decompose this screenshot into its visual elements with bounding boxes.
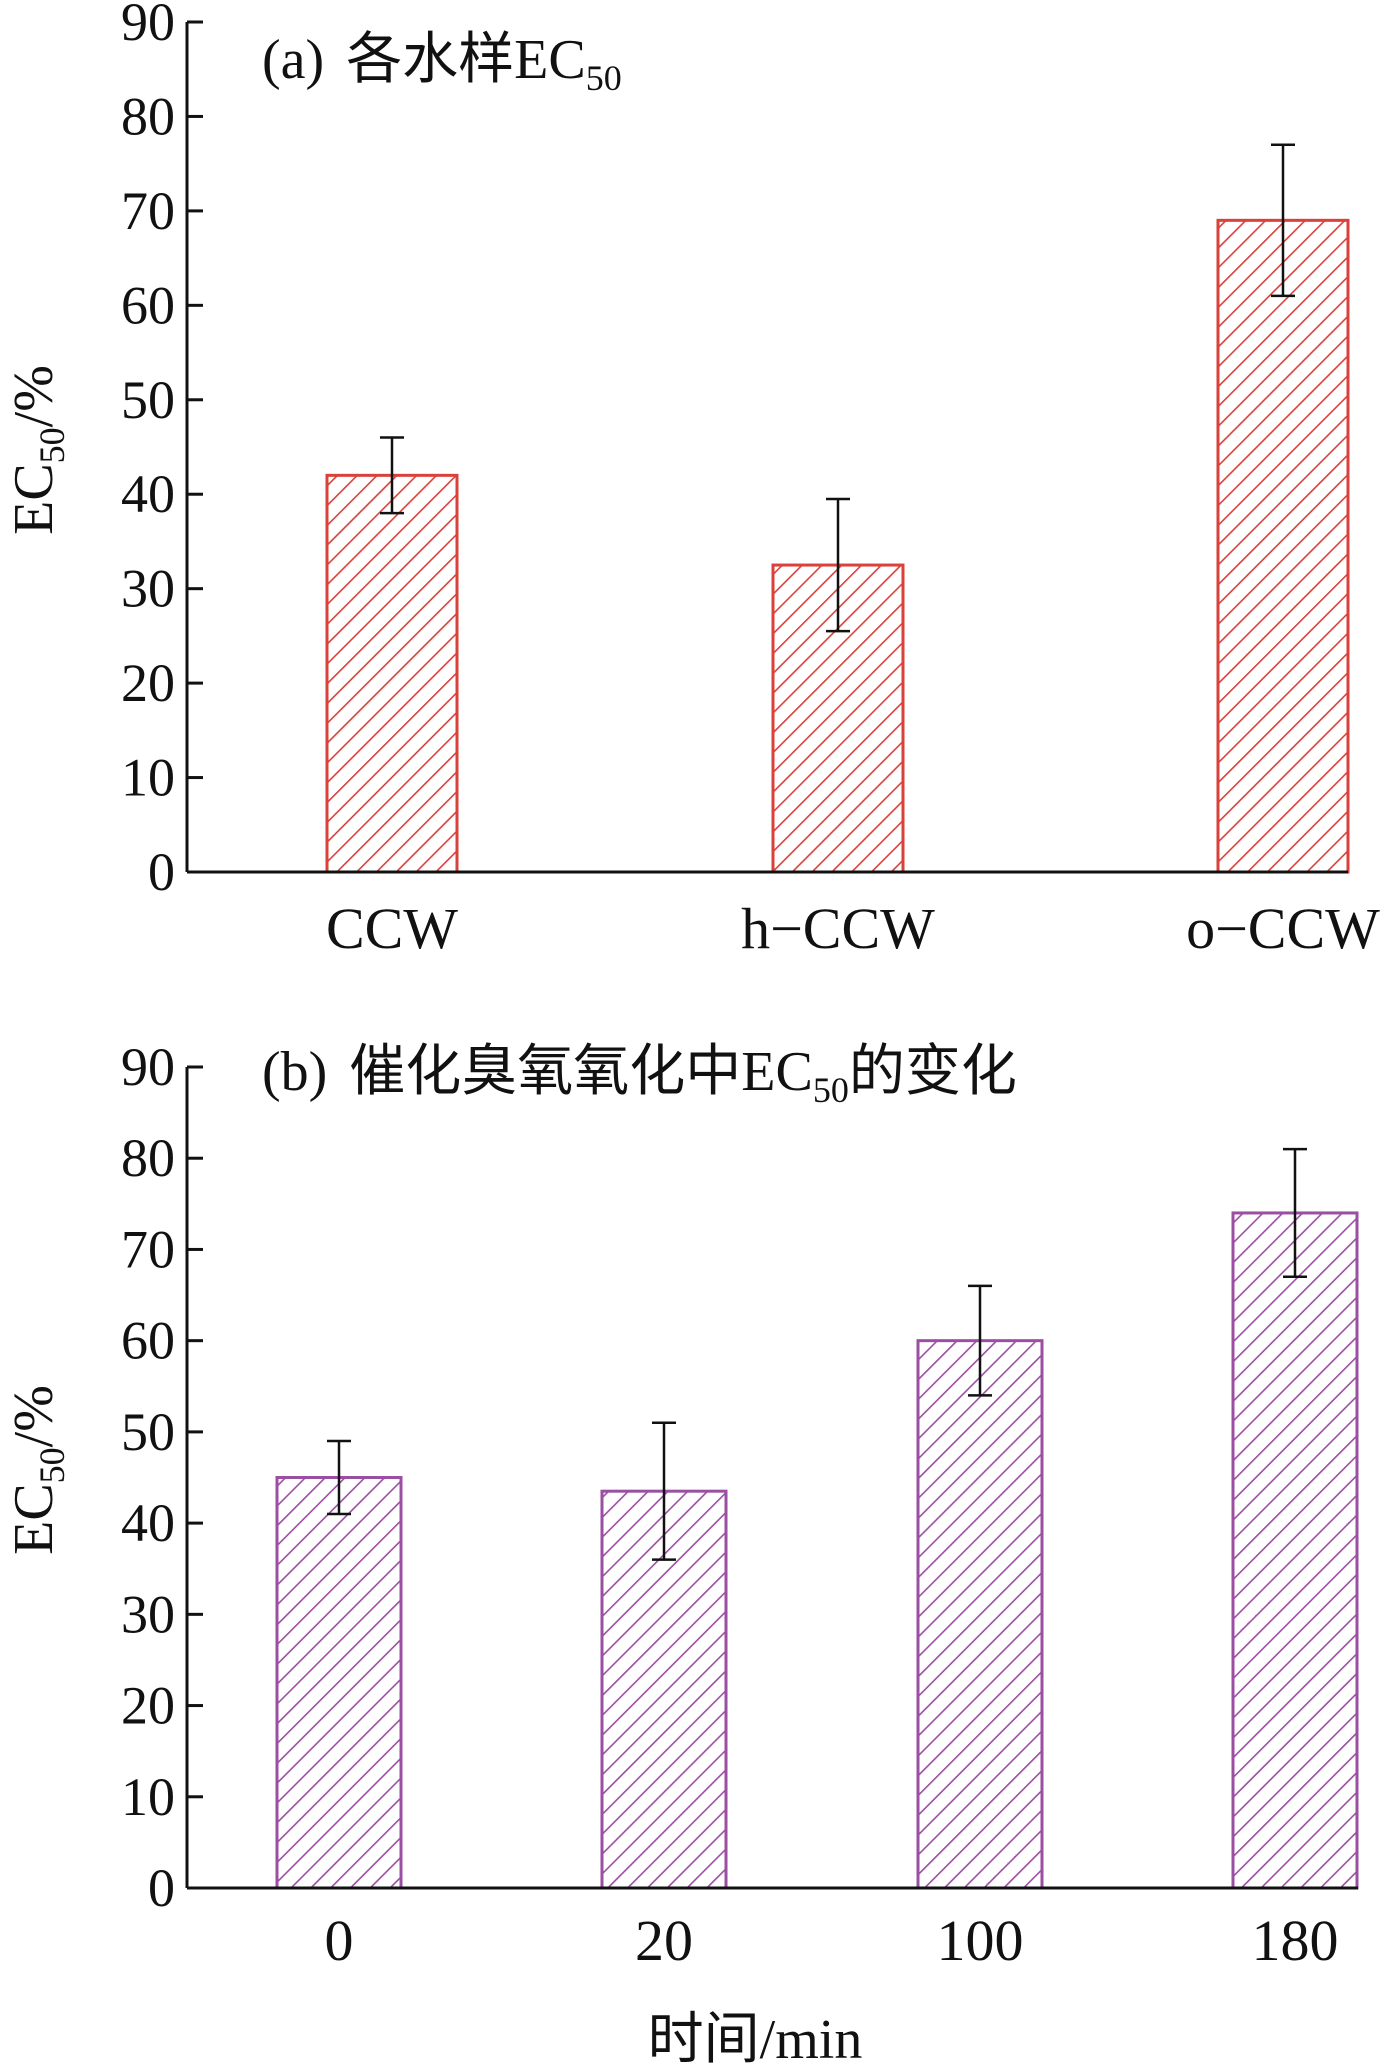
y-tick-label-b-60: 60 <box>121 1311 175 1371</box>
x-tick-label-a-2: o−CCW <box>1186 896 1380 961</box>
error-bar-b-1 <box>652 1421 676 1561</box>
y-tick-label-b-10: 10 <box>121 1767 175 1827</box>
plot-area-a: CCW h−CCW o−CCW 0 10 20 30 40 50 60 70 80 90 <box>121 0 1380 961</box>
bar-b-0 <box>275 1476 403 1890</box>
plot-area-b: 0 20 100 180 0 10 20 30 40 50 60 70 80 90 <box>121 1037 1359 1973</box>
bar-a-2 <box>1216 218 1350 874</box>
error-bar-b-2 <box>968 1284 992 1397</box>
y-tick-label-a-30: 30 <box>121 559 175 619</box>
y-tick-label-b-70: 70 <box>121 1219 175 1279</box>
panel-b-title: (b) 催化臭氧氧化中EC50的变化 <box>262 1041 1017 1110</box>
bar-b-3 <box>1231 1211 1359 1890</box>
y-tick-label-a-20: 20 <box>121 653 175 713</box>
y-tick-label-b-30: 30 <box>121 1584 175 1644</box>
y-tick-label-a-50: 50 <box>121 370 175 430</box>
error-bar-b-0 <box>327 1439 351 1516</box>
y-tick-label-b-80: 80 <box>121 1128 175 1188</box>
y-tick-label-a-0: 0 <box>148 842 175 902</box>
y-tick-label-b-40: 40 <box>121 1493 175 1553</box>
x-tick-label-a-0: CCW <box>326 896 458 961</box>
x-tick-label-b-1: 20 <box>635 1908 693 1973</box>
x-tick-label-a-1: h−CCW <box>741 896 935 961</box>
bar-a-0 <box>325 473 459 874</box>
panel-b-x-axis-title: 时间/min <box>648 2009 863 2071</box>
y-tick-label-a-40: 40 <box>121 464 175 524</box>
error-bar-b-3 <box>1283 1147 1307 1279</box>
y-tick-label-a-90: 90 <box>121 0 175 52</box>
y-tick-label-a-80: 80 <box>121 86 175 146</box>
chart-panel-a: CCW h−CCW o−CCW 0 10 20 30 40 50 60 70 80 90 (a) 各水样E… <box>3 0 1380 961</box>
y-tick-label-b-20: 20 <box>121 1676 175 1736</box>
error-bar-a-0 <box>380 436 404 515</box>
panel-b-y-axis-title: EC50/% <box>3 1385 72 1555</box>
y-tick-label-a-70: 70 <box>121 181 175 241</box>
y-tick-label-a-60: 60 <box>121 275 175 335</box>
y-tick-label-b-0: 0 <box>148 1858 175 1918</box>
panel-a-y-axis-title: EC50/% <box>3 365 72 535</box>
error-bar-a-1 <box>826 497 850 633</box>
y-tick-label-b-50: 50 <box>121 1402 175 1462</box>
y-tick-label-b-90: 90 <box>121 1037 175 1097</box>
panel-a-title: (a) 各水样EC50 <box>262 29 622 98</box>
x-tick-label-b-0: 0 <box>325 1908 354 1973</box>
x-tick-label-b-3: 180 <box>1252 1908 1339 1973</box>
error-bar-a-2 <box>1271 143 1295 298</box>
y-tick-label-a-10: 10 <box>121 748 175 808</box>
bar-b-2 <box>916 1339 1044 1890</box>
x-tick-label-b-2: 100 <box>937 1908 1024 1973</box>
chart-panel-b: 0 20 100 180 0 10 20 30 40 50 60 70 80 90 (b) 催化臭氧氧化中E… <box>3 1037 1359 2071</box>
